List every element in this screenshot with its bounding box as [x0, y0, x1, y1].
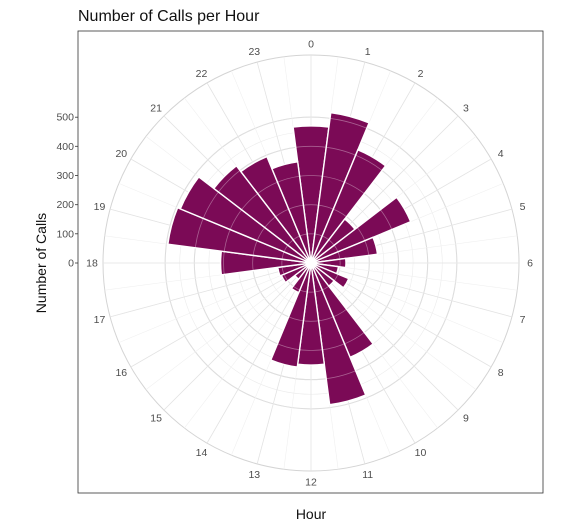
minor-spoke — [118, 262, 312, 343]
bar-hour-23 — [271, 161, 312, 264]
hour-tick-label: 1 — [365, 46, 371, 58]
grid-ring-overlay — [164, 116, 458, 410]
bar-hour-21 — [212, 164, 312, 264]
hour-tick-label: 5 — [520, 201, 526, 213]
count-tick-label: 0 — [68, 258, 74, 270]
hour-tick-label: 15 — [150, 412, 162, 424]
count-tick-labels: 0 100 200 300 400 500 — [56, 112, 78, 270]
hour-tick-label: 6 — [527, 258, 533, 270]
hour-spoke — [310, 262, 459, 411]
hour-tick-label: 9 — [463, 412, 469, 424]
hour-tick-label: 17 — [94, 314, 106, 326]
minor-spoke — [184, 262, 312, 429]
count-tick-label: 100 — [56, 228, 74, 240]
hour-tick-label: 14 — [196, 447, 208, 459]
hour-tick-label: 22 — [196, 68, 208, 80]
grid-ring-overlay — [223, 175, 399, 351]
hour-tick-label: 7 — [520, 314, 526, 326]
bar-hour-8 — [310, 262, 350, 289]
bars-layer — [164, 111, 458, 410]
grid-ring-overlay — [252, 204, 370, 322]
bar-hour-1 — [310, 111, 370, 264]
grid-ring-overlay — [281, 233, 341, 293]
count-tick-label: 400 — [56, 141, 74, 153]
hour-spoke — [109, 262, 312, 318]
hour-tick-label: 18 — [86, 258, 98, 270]
hour-spoke — [163, 262, 312, 411]
hour-tick-label: 21 — [150, 103, 162, 115]
hour-spoke — [206, 262, 312, 444]
bar-hour-4 — [310, 196, 412, 264]
bar-hour-19 — [167, 206, 312, 264]
count-tick-label: 300 — [56, 170, 74, 182]
hour-tick-label: 11 — [362, 469, 373, 481]
minor-spoke — [145, 262, 312, 390]
hour-tick-label: 23 — [248, 46, 260, 58]
hour-tick-label: 4 — [498, 148, 504, 160]
hour-tick-label: 0 — [308, 39, 314, 51]
hour-tick-label: 20 — [115, 148, 127, 160]
bar-hour-6 — [310, 257, 347, 269]
hour-tick-label: 2 — [418, 68, 424, 80]
chart-title: Number of Calls per Hour — [78, 8, 260, 25]
bar-hour-5 — [310, 236, 379, 264]
hour-spoke — [130, 262, 312, 368]
hour-tick-label: 16 — [115, 367, 127, 379]
grid-ring-overlay — [193, 145, 429, 381]
bar-hour-11 — [310, 262, 367, 406]
hour-tick-label: 12 — [305, 477, 317, 489]
hour-spoke — [310, 262, 513, 318]
hour-tick-label: 3 — [463, 103, 469, 115]
x-axis-title: Hour — [296, 506, 327, 522]
hour-tick-label: 8 — [498, 367, 504, 379]
count-tick-label: 500 — [56, 112, 74, 124]
count-tick-label: 200 — [56, 199, 74, 211]
bar-hour-22 — [239, 155, 312, 264]
hour-tick-label: 10 — [415, 447, 427, 459]
bar-hour-20 — [179, 175, 312, 264]
hour-tick-label: 13 — [248, 469, 260, 481]
hour-tick-label: 19 — [94, 201, 106, 213]
y-axis-title: Number of Calls — [33, 213, 49, 313]
bar-hour-2 — [310, 148, 387, 264]
